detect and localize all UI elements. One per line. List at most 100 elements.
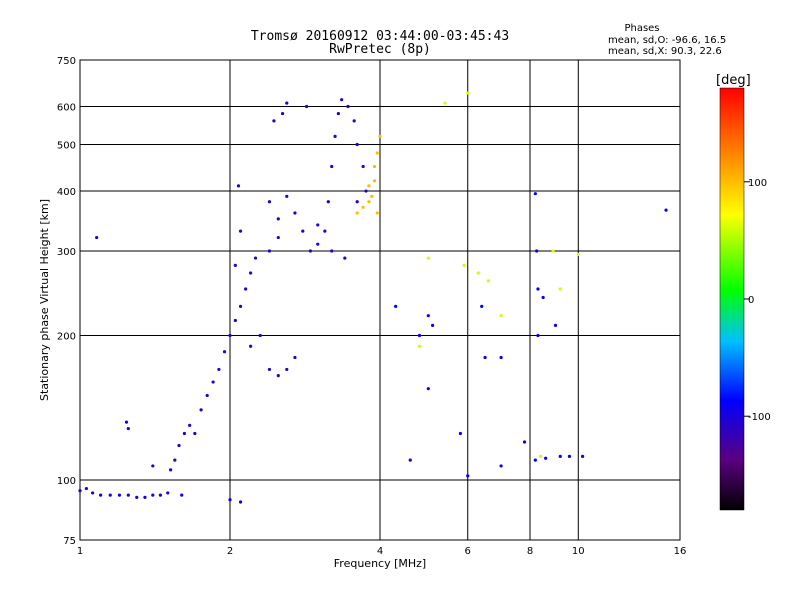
data-point [533,192,537,196]
data-point [533,458,537,462]
data-point [135,495,139,500]
data-point [499,314,503,318]
chart-subtitle: RwPretec (8p) [329,42,431,57]
data-point [538,454,543,459]
data-point [355,200,359,204]
data-point [361,205,365,209]
data-point [576,252,580,257]
data-point [551,249,555,253]
data-point [536,333,540,338]
data-point [249,271,253,275]
data-point [355,142,359,147]
data-point [408,458,412,462]
data-point [372,164,377,169]
data-point [486,279,490,283]
data-point [173,458,177,462]
data-point [272,119,276,123]
data-point [664,208,668,212]
data-point [378,134,382,138]
data-point [166,491,170,495]
data-point [541,295,545,300]
data-point [417,333,422,338]
data-point [84,486,88,491]
data-point [253,256,258,260]
stats-x-line: mean, sd,X: 90.3, 22.6 [608,46,722,57]
data-point [340,98,344,102]
data-point [361,164,365,169]
y-axis-label: Stationary phase Virtual Height [km] [38,199,51,401]
data-point [476,271,480,275]
data-point [276,374,280,378]
data-point [228,333,232,338]
data-point [336,111,340,116]
data-point [199,408,203,412]
data-point [316,242,320,246]
data-point [280,111,285,116]
grid-lines [80,60,680,540]
data-point [267,249,272,253]
data-point [217,367,221,372]
data-point [316,223,320,227]
data-point [177,443,181,448]
data-point [480,304,484,309]
x-tick-label: 2 [227,546,233,557]
data-point [276,235,280,240]
data-point [355,211,359,215]
data-point [558,287,562,291]
data-point [258,333,262,338]
data-point [193,431,197,436]
data-point [330,164,334,169]
data-point [238,229,243,233]
data-point [553,323,558,327]
chart-title: Tromsø 20160912 03:44:00-03:45:43 [251,29,509,44]
data-point [233,318,237,323]
data-point [333,134,337,138]
data-point [91,491,95,495]
colorbar-unit-label: [deg] [716,73,751,88]
data-point [236,184,241,188]
data-point [151,464,155,468]
data-point [205,393,209,398]
y-tick-label: 75 [63,536,76,547]
data-point [233,263,237,267]
data-point [394,304,398,309]
data-point [285,101,289,105]
data-point [182,431,186,436]
data-point [367,184,371,188]
data-point [536,287,540,291]
data-point [301,229,305,233]
data-point [78,489,82,493]
x-axis-label: Frequency [MHz] [334,557,426,570]
data-point [466,474,470,478]
data-point [323,229,327,233]
data-point [293,211,297,215]
data-point [483,355,487,360]
data-point [535,249,539,253]
data-point [151,493,155,497]
data-point [95,235,99,240]
data-point [238,500,243,504]
colorbar-tick-label: -100 [748,412,771,423]
data-point [426,314,430,318]
colorbar-tick-label: 100 [748,178,767,189]
data-point [558,454,562,459]
x-tick-label: 4 [377,546,383,557]
data-point [426,387,430,391]
data-point [370,194,374,198]
data-point [267,367,272,372]
data-point [124,420,129,424]
data-point [99,493,103,497]
x-tick-label: 1 [77,546,83,557]
data-point [126,493,130,497]
data-point [169,468,173,472]
data-point [346,104,350,109]
data-point [466,91,470,95]
y-tick-label: 200 [57,332,76,343]
data-point [443,101,447,105]
data-point [293,355,297,360]
stats-heading: Phases [624,23,659,34]
data-point [126,426,130,431]
data-point [580,454,585,459]
data-point [276,217,280,221]
